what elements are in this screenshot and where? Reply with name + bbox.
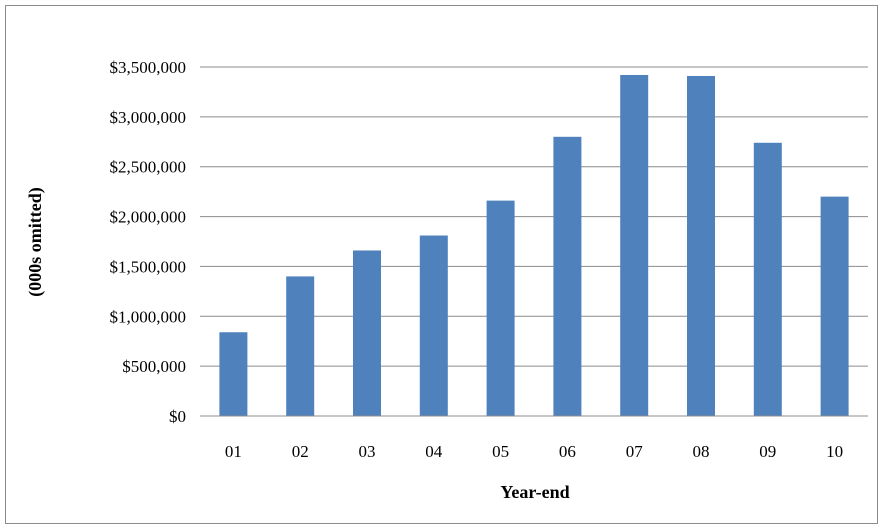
- y-tick-label: $500,000: [122, 357, 186, 376]
- x-tick-label: 04: [425, 442, 443, 461]
- bar-09: [753, 142, 782, 417]
- bar-08: [687, 75, 715, 416]
- y-tick-label: $3,500,000: [110, 58, 187, 77]
- bar-01: [219, 332, 248, 416]
- x-axis-title: Year-end: [500, 482, 569, 502]
- y-axis-ticks: $0 $500,000 $1,000,000 $1,500,000 $2,000,000…: [110, 58, 187, 426]
- x-tick-label: 08: [693, 442, 710, 461]
- x-tick-label: 10: [826, 442, 843, 461]
- bar-03: [353, 250, 381, 416]
- y-tick-label: $2,500,000: [110, 158, 187, 177]
- bar-02: [286, 276, 315, 416]
- x-tick-label: 05: [492, 442, 509, 461]
- x-tick-label: 06: [559, 442, 576, 461]
- y-tick-label: $2,000,000: [110, 208, 187, 227]
- x-tick-label: 07: [626, 442, 644, 461]
- bar-07: [620, 74, 649, 416]
- x-tick-label: 02: [292, 442, 309, 461]
- y-tick-label: $0: [169, 407, 186, 426]
- bar-06: [553, 136, 582, 417]
- y-axis-title: (000s omitted): [25, 187, 46, 296]
- bar-05: [486, 200, 515, 416]
- x-tick-label: 01: [225, 442, 242, 461]
- bar-04: [419, 235, 448, 416]
- bars: [219, 74, 849, 417]
- x-tick-label: 09: [759, 442, 776, 461]
- y-tick-label: $3,000,000: [110, 108, 187, 127]
- y-tick-label: $1,000,000: [110, 307, 187, 326]
- x-axis-ticks: 01 02 03 04 05 06 07 08 09 10: [225, 442, 843, 461]
- y-tick-label: $1,500,000: [110, 257, 187, 276]
- x-tick-label: 03: [359, 442, 376, 461]
- bar-10: [820, 196, 849, 416]
